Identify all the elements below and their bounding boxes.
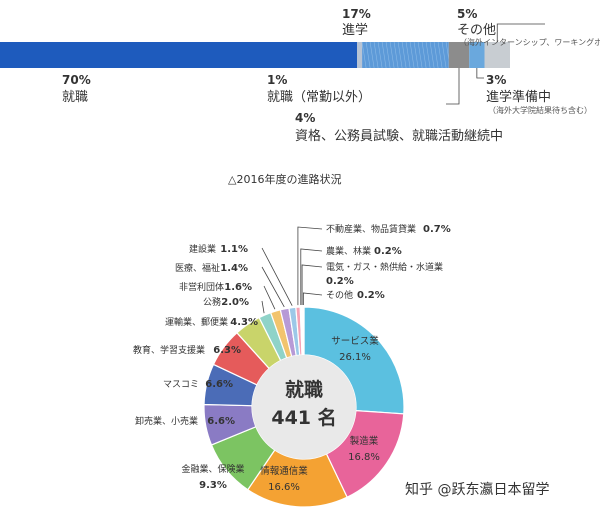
bar-hatch xyxy=(425,41,431,69)
donut-labels: サービス業 26.1% 製造業 16.8% 情報通信業 16.6% 金融業、保険業 9.3% 卸… xyxy=(133,223,451,493)
donut-slice-label: 不動産業、物品賃貸業 xyxy=(326,223,416,235)
donut-slice-label: 建設業 xyxy=(189,243,216,255)
donut-slice-label: 26.1% xyxy=(339,352,371,363)
donut-leader-line xyxy=(263,285,276,310)
stacked-bar-chart xyxy=(0,41,510,69)
bar-category-label: 就職（常勤以外） xyxy=(267,90,371,105)
donut-slice-label: 0.2% xyxy=(374,246,402,257)
bar-category-label: 就職 xyxy=(62,90,88,105)
donut-center-count: 441 名 xyxy=(271,406,336,429)
donut-slice-label: 6.3% xyxy=(213,345,241,356)
donut-slice-label: 1.1% xyxy=(220,244,248,255)
donut-slice-label: マスコミ xyxy=(163,380,199,390)
bar-hatch xyxy=(381,41,387,69)
bar-leader-line xyxy=(476,68,484,79)
donut-slice-label: 6.6% xyxy=(205,379,233,390)
bar-hatch xyxy=(373,41,379,69)
bar-hatch xyxy=(437,41,443,69)
bar-hatch xyxy=(393,41,399,69)
donut-slice-label: 16.6% xyxy=(268,482,300,493)
stacked-bar-labels: 70% 就職 1% 就職（常勤以外） 17%進学 4% 資格、公務員試験、就職活動継続中 3%… xyxy=(62,7,600,144)
bar-segment xyxy=(484,42,510,68)
bar-hatch xyxy=(361,41,367,69)
watermark: 知乎 @跃东瀛日本留学 xyxy=(405,481,549,498)
chart-caption: △2016年度の進路状況 xyxy=(228,172,341,186)
bar-pct-label: 70% xyxy=(62,73,91,87)
bar-segment xyxy=(0,42,357,68)
bar-segment xyxy=(469,42,485,68)
bar-hatch xyxy=(413,41,419,69)
donut-slice-label: 2.0% xyxy=(221,297,249,308)
donut-slice-label: その他 xyxy=(326,289,353,301)
bar-segment xyxy=(357,42,363,68)
donut-slice-label: 教育、学習支援業 xyxy=(133,344,205,356)
donut-hole xyxy=(252,355,356,459)
bar-hatch xyxy=(377,41,383,69)
bar-category-label: 資格、公務員試験、就職活動継続中 xyxy=(295,128,503,144)
bar-hatch xyxy=(409,41,415,69)
donut-slice-label: 医療、福祉 xyxy=(175,262,220,274)
donut-slice-label: 4.3% xyxy=(230,317,258,328)
donut-slice-label: 情報通信業 xyxy=(260,465,308,477)
bar-hatch xyxy=(421,41,427,69)
donut-leader-line xyxy=(300,248,323,306)
donut-slice-label: 1.6% xyxy=(224,282,252,293)
bar-category-label: 進学 xyxy=(342,22,368,38)
donut-chart xyxy=(203,306,405,508)
bar-hatch xyxy=(417,41,423,69)
donut-slice-label: 0.2% xyxy=(326,276,354,287)
donut-leader-line xyxy=(302,292,323,306)
bar-hatch xyxy=(433,41,439,69)
bar-note-label: （海外インターンシップ、ワーキングホリデーなど） xyxy=(459,37,600,47)
bar-leader-line xyxy=(496,23,545,42)
donut-leader-line xyxy=(261,266,285,308)
bar-hatch xyxy=(369,41,375,69)
donut-center: 就職 441 名 xyxy=(271,378,336,429)
donut-slice-label: 農業、林業 xyxy=(326,245,371,257)
bar-segment xyxy=(448,42,470,68)
bar-hatch xyxy=(401,41,407,69)
donut-slice-label: 0.7% xyxy=(423,224,451,235)
donut-slice-label: 運輸業、郵便業 xyxy=(165,316,228,328)
donut-center-title: 就職 xyxy=(285,378,323,401)
donut-slice-label: 16.8% xyxy=(348,452,380,463)
donut-slice-label: 製造業 xyxy=(350,435,379,447)
donut-slice-label: 卸売業、小売業 xyxy=(135,415,198,427)
bar-category-label: 進学準備中 xyxy=(486,89,551,105)
donut-leader-line xyxy=(261,247,293,306)
donut-slice xyxy=(302,306,305,356)
donut-slice-label: 6.6% xyxy=(207,416,235,427)
bar-leader-line xyxy=(446,68,460,105)
donut-slice-label: 1.4% xyxy=(220,263,248,274)
bar-hatch xyxy=(389,41,395,69)
donut-slice-label: サービス業 xyxy=(331,335,379,347)
donut-slice-label: 電気・ガス・熱供給・水道業 xyxy=(326,261,443,273)
donut-leader-line xyxy=(301,264,323,306)
donut-slice-label: 公務 xyxy=(203,296,221,308)
bar-hatch xyxy=(429,41,435,69)
bar-pct-label: 17% xyxy=(342,7,371,21)
donut-slice-label: 9.3% xyxy=(199,480,227,491)
donut-leader-line xyxy=(261,300,265,314)
bar-pct-label: 1% xyxy=(267,73,287,87)
bar-hatch xyxy=(365,41,371,69)
donut-slice-label: 金融業、保険業 xyxy=(181,463,244,475)
bar-pct-label: 5% xyxy=(457,7,477,21)
bar-hatch xyxy=(385,41,391,69)
bar-pct-label: 3% xyxy=(486,73,506,87)
donut-slice-label: 0.2% xyxy=(357,290,385,301)
bar-pct-label: 4% xyxy=(295,111,315,125)
donut-leader-line xyxy=(297,226,323,306)
bar-hatch xyxy=(405,41,411,69)
bar-hatch xyxy=(397,41,403,69)
bar-category-label: その他 xyxy=(457,23,496,38)
bar-hatch xyxy=(441,41,447,69)
donut-slice-label: 非営利団体 xyxy=(179,281,224,293)
bar-note-label: （海外大学院結果待ち含む） xyxy=(488,105,592,115)
